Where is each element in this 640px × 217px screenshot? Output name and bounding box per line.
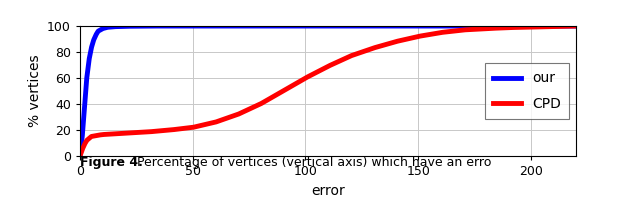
- X-axis label: error: error: [311, 184, 345, 198]
- Text: Percentage of vertices (vertical axis) which have an erro: Percentage of vertices (vertical axis) w…: [137, 156, 492, 169]
- CPD: [132, 131, 140, 134]
- CPD: [288, 85, 296, 87]
- CPD: [563, 25, 570, 28]
- our: [563, 25, 570, 27]
- Line: CPD: CPD: [80, 26, 576, 156]
- CPD: [509, 26, 516, 29]
- Line: our: our: [80, 26, 576, 156]
- CPD: [266, 97, 274, 100]
- Text: Figure 4.: Figure 4.: [80, 156, 147, 169]
- our: [572, 25, 580, 27]
- Y-axis label: % vertices: % vertices: [28, 55, 42, 127]
- CPD: [162, 129, 170, 132]
- our: [163, 25, 170, 27]
- Legend: our, CPD: our, CPD: [484, 63, 569, 119]
- our: [266, 25, 274, 27]
- our: [76, 155, 84, 157]
- CPD: [572, 25, 580, 27]
- our: [144, 25, 152, 27]
- our: [509, 25, 517, 27]
- our: [132, 25, 140, 28]
- our: [288, 25, 296, 27]
- CPD: [76, 155, 84, 157]
